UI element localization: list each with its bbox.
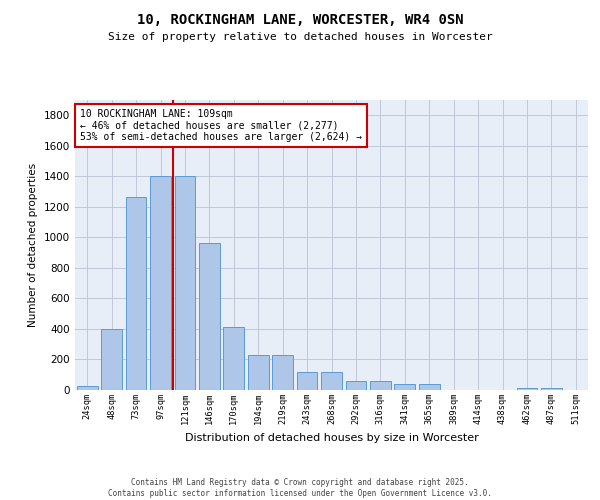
Bar <box>517 388 538 390</box>
Bar <box>394 384 415 390</box>
Text: 10 ROCKINGHAM LANE: 109sqm
← 46% of detached houses are smaller (2,277)
53% of s: 10 ROCKINGHAM LANE: 109sqm ← 46% of deta… <box>80 108 362 142</box>
Bar <box>125 197 146 390</box>
Y-axis label: Number of detached properties: Number of detached properties <box>28 163 38 327</box>
Bar <box>272 355 293 390</box>
Bar <box>199 244 220 390</box>
Bar <box>370 381 391 390</box>
Bar <box>175 176 196 390</box>
Bar <box>248 355 269 390</box>
Bar <box>101 329 122 390</box>
Bar <box>150 176 171 390</box>
Bar <box>223 326 244 390</box>
Text: Size of property relative to detached houses in Worcester: Size of property relative to detached ho… <box>107 32 493 42</box>
X-axis label: Distribution of detached houses by size in Worcester: Distribution of detached houses by size … <box>185 432 478 442</box>
Bar <box>321 372 342 390</box>
Bar <box>296 372 317 390</box>
Bar <box>541 388 562 390</box>
Text: 10, ROCKINGHAM LANE, WORCESTER, WR4 0SN: 10, ROCKINGHAM LANE, WORCESTER, WR4 0SN <box>137 12 463 26</box>
Bar <box>346 381 367 390</box>
Text: Contains HM Land Registry data © Crown copyright and database right 2025.
Contai: Contains HM Land Registry data © Crown c… <box>108 478 492 498</box>
Bar <box>419 384 440 390</box>
Bar <box>77 386 98 390</box>
